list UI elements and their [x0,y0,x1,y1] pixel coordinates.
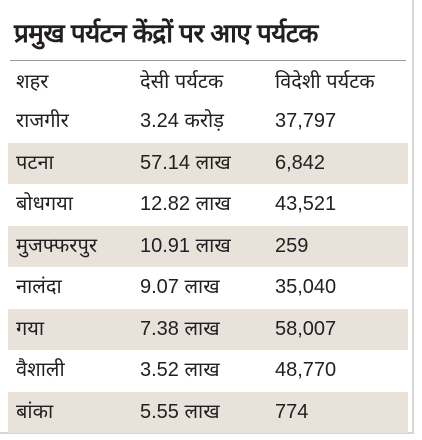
table-row: बांका 5.55 लाख 774 [8,391,408,433]
table-row: राजगीर 3.24 करोड़ 37,797 [8,101,408,142]
table-cell: 12.82 लाख [140,193,231,215]
table-cell: बांका [16,400,54,423]
table-cell: 3.24 करोड़ [140,110,224,132]
table-cell: 7.38 लाख [140,317,220,340]
table-cell: 48,770 [275,359,337,381]
table-cell: 58,007 [275,317,337,340]
table-cell: 259 [275,234,309,257]
table-row: पटना 57.14 लाख 6,842 [8,142,408,184]
table-cell: 43,521 [275,193,337,215]
table-cell: 57.14 लाख [140,151,231,174]
header-cell: शहर [16,71,49,93]
table-cell: 774 [275,400,309,423]
table-title: प्रमुख पर्यटन केंद्रों पर आए पर्यटक [14,18,318,48]
table-cell: पटना [16,151,54,174]
table-cell: मुजफ्फरपुर [16,234,97,257]
table-cell: 10.91 लाख [140,234,231,257]
table-row: वैशाली 3.52 लाख 48,770 [8,350,408,391]
table-cell: बोधगया [16,193,73,215]
table-cell: गया [16,317,45,340]
table-cell: 3.52 लाख [140,359,220,381]
table-row: मुजफ्फरपुर 10.91 लाख 259 [8,225,408,267]
table-row: गया 7.38 लाख 58,007 [8,308,408,350]
table-cell: 6,842 [275,151,326,174]
table-cell: 35,040 [275,276,337,298]
table-cell: 5.55 लाख [140,400,220,423]
header-cell: देसी पर्यटक [140,71,224,93]
table-cell: राजगीर [16,110,69,132]
table-cell: नालंदा [16,276,62,298]
table-card: प्रमुख पर्यटन केंद्रों पर आए पर्यटक शहर द… [0,0,414,434]
table-row: बोधगया 12.82 लाख 43,521 [8,184,408,225]
table-row: नालंदा 9.07 लाख 35,040 [8,267,408,308]
header-cell: विदेशी पर्यटक [275,71,375,93]
table-cell: वैशाली [16,359,65,381]
table-cell: 9.07 लाख [140,276,220,298]
table-cell: 37,797 [275,110,337,132]
header-row: शहर देसी पर्यटक विदेशी पर्यटक [8,62,408,103]
title-rule [10,60,406,61]
